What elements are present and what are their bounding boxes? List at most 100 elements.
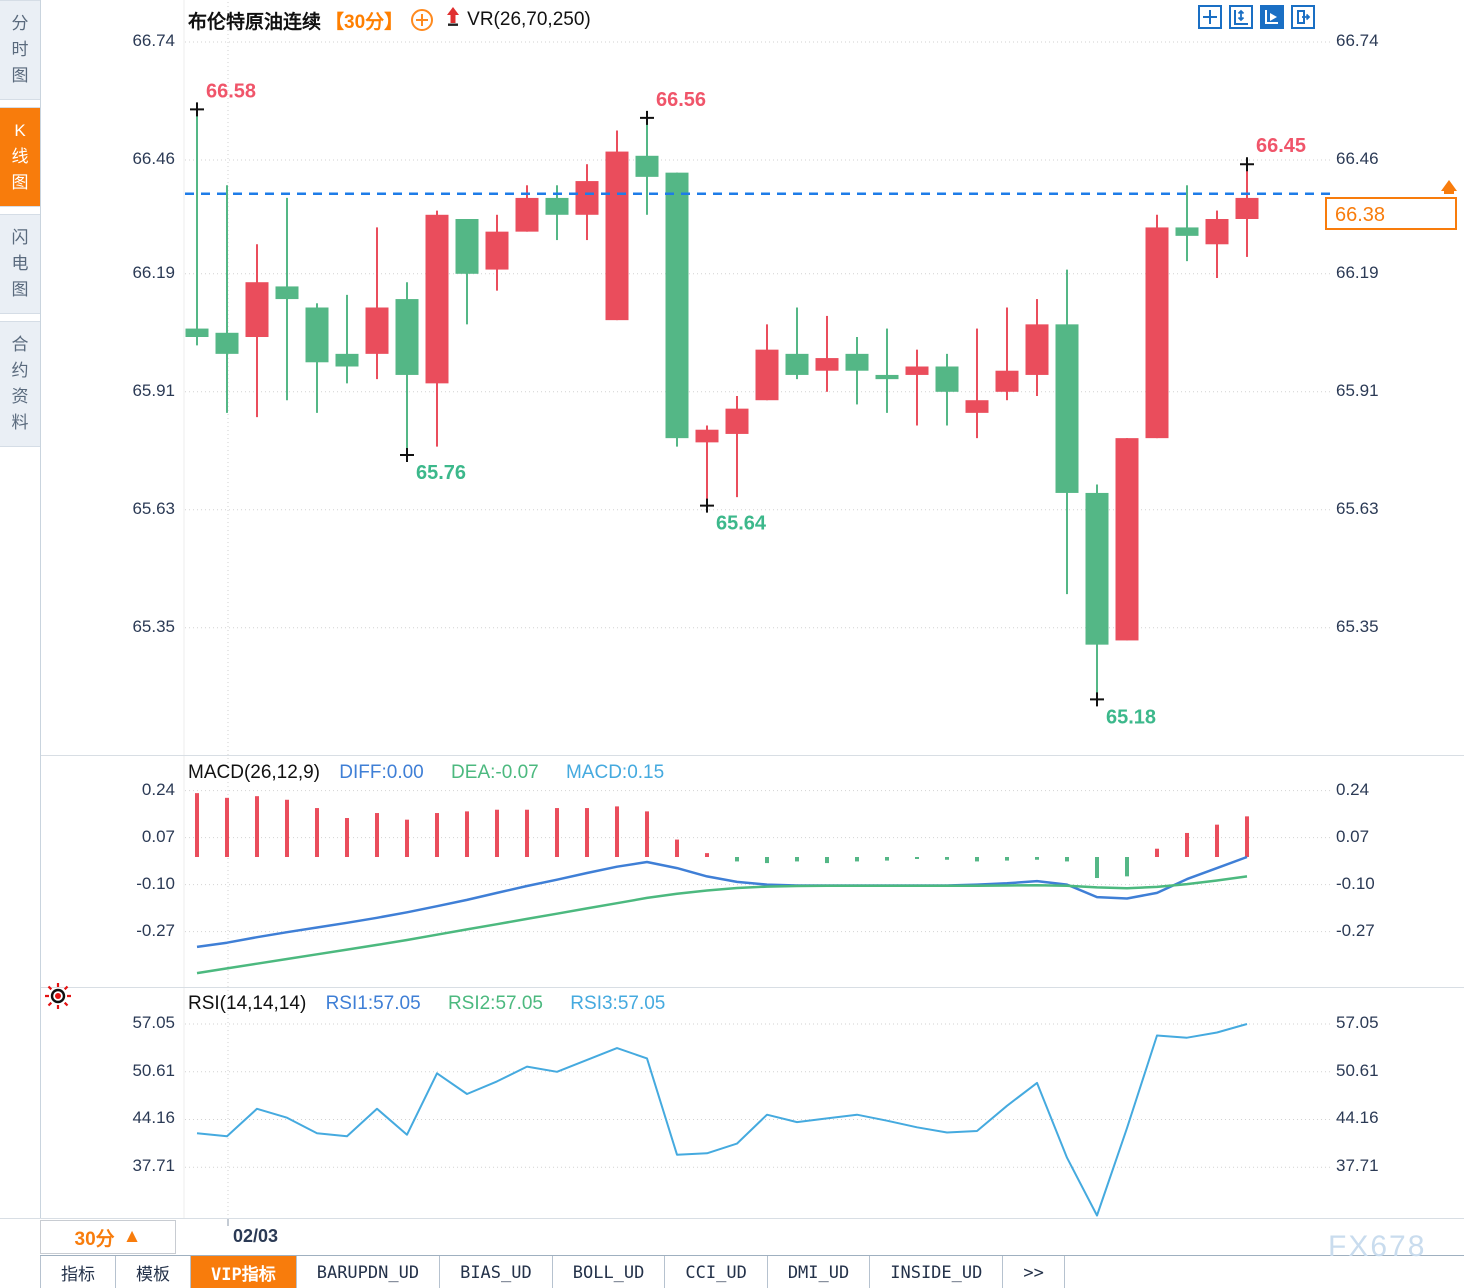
candle-body[interactable] <box>575 181 599 215</box>
rsi-title[interactable]: RSI(14,14,14) <box>188 993 307 1014</box>
axis-label: 66.74 <box>1336 31 1379 50</box>
low-price-annotation: 65.76 <box>416 462 466 484</box>
macd-histogram-bar <box>975 857 979 862</box>
fit-vertical-axis-icon[interactable] <box>1229 5 1253 29</box>
axis-label: 65.63 <box>132 498 175 518</box>
macd-histogram-bar <box>825 857 829 864</box>
candle-body[interactable] <box>1205 219 1229 245</box>
tab-模板[interactable]: 模板 <box>116 1256 191 1288</box>
macd-histogram-bar <box>345 818 349 857</box>
exit-right-icon[interactable] <box>1291 5 1315 29</box>
candle-body[interactable] <box>515 197 539 232</box>
candle-body[interactable] <box>485 231 509 270</box>
axis-label: 0.24 <box>1336 779 1370 799</box>
sidebar-item-2[interactable]: 闪电图 <box>0 214 40 314</box>
sidebar-item-0[interactable]: 分时图 <box>0 0 40 100</box>
axis-label: 50.61 <box>1336 1060 1379 1080</box>
candle-body[interactable] <box>335 353 359 367</box>
candle-body[interactable] <box>1115 438 1139 641</box>
macd-histogram-bar <box>195 793 199 857</box>
candle-body[interactable] <box>695 429 719 443</box>
tab-cci-ud[interactable]: CCI_UD <box>665 1256 768 1288</box>
high-price-annotation: 66.45 <box>1256 135 1306 157</box>
move-crosshair-icon[interactable] <box>1198 5 1222 29</box>
macd-histogram-bar <box>1245 816 1249 857</box>
current-price-tag[interactable]: 66.38 <box>1325 197 1457 230</box>
candle-body[interactable] <box>785 353 809 375</box>
tab-inside-ud[interactable]: INSIDE_UD <box>870 1256 1004 1288</box>
macd-histogram-bar <box>615 806 619 857</box>
indicator-settings-sun-icon[interactable] <box>44 982 72 1015</box>
candle-body[interactable] <box>185 328 209 338</box>
auto-scale-play-icon[interactable] <box>1260 5 1284 29</box>
macd-histogram-bar <box>1155 848 1159 857</box>
tab-dmi-ud[interactable]: DMI_UD <box>768 1256 871 1288</box>
candle-body[interactable] <box>635 155 659 177</box>
axis-label: 65.63 <box>1336 498 1379 518</box>
high-price-annotation: 66.58 <box>206 80 256 102</box>
candle-body[interactable] <box>1175 227 1199 236</box>
candle-body[interactable] <box>725 408 749 434</box>
axis-label: 66.19 <box>1336 262 1379 282</box>
candle-body[interactable] <box>905 366 929 375</box>
extreme-cross-marker <box>1240 157 1254 172</box>
candle-body[interactable] <box>995 370 1019 392</box>
candle-body[interactable] <box>455 219 479 274</box>
macd-histogram-bar <box>795 857 799 862</box>
chart-header: 布伦特原油连续 【30分】 VR(26,70,250) <box>188 7 591 33</box>
indicator-tabbar: 指标 模板 VIP指标 BARUPDN_UD BIAS_UD BOLL_UD CCI_UD D… <box>40 1255 1464 1288</box>
candle-body[interactable] <box>605 151 629 321</box>
candle-body[interactable] <box>845 353 869 371</box>
candle-body[interactable] <box>425 214 449 384</box>
candle-body[interactable] <box>365 307 389 354</box>
candle-body[interactable] <box>755 349 779 401</box>
macd-histogram-bar <box>885 857 889 861</box>
tab-vip指标[interactable]: VIP指标 <box>191 1256 297 1288</box>
axis-label: 37.71 <box>1336 1156 1379 1176</box>
tab--[interactable]: >> <box>1003 1256 1065 1288</box>
macd-diff-value: DIFF:0.00 <box>339 762 424 783</box>
macd-title[interactable]: MACD(26,12,9) <box>188 762 320 783</box>
tab-指标[interactable]: 指标 <box>40 1256 116 1288</box>
axis-label: 0.07 <box>141 826 175 846</box>
macd-histogram-bar <box>315 808 319 857</box>
interval-label[interactable]: 【30分】 <box>325 11 404 33</box>
candle-body[interactable] <box>665 172 689 439</box>
macd-histogram-bar <box>675 839 679 857</box>
candle-body[interactable] <box>305 307 329 363</box>
candle-body[interactable] <box>875 374 899 380</box>
candle-body[interactable] <box>215 332 239 354</box>
circle-plus-icon[interactable] <box>411 9 434 31</box>
candle-body[interactable] <box>1025 324 1049 375</box>
vr-indicator-label[interactable]: VR(26,70,250) <box>467 9 591 30</box>
tab-boll-ud[interactable]: BOLL_UD <box>553 1256 666 1288</box>
candle-body[interactable] <box>965 400 989 413</box>
axis-label: 57.05 <box>132 1013 175 1032</box>
candle-body[interactable] <box>1055 324 1079 493</box>
macd-histogram-bar <box>495 809 499 857</box>
candle-body[interactable] <box>1085 492 1109 645</box>
rsi-line <box>196 1023 1248 1217</box>
x-axis-date-label: 02/03 <box>233 1226 279 1246</box>
fx678-watermark: FX678 <box>1328 1230 1427 1263</box>
macd-histogram-bar <box>1005 857 1009 861</box>
candle-body[interactable] <box>395 299 419 375</box>
candle-body[interactable] <box>1235 197 1259 220</box>
candle-body[interactable] <box>545 197 569 215</box>
candle-body[interactable] <box>245 282 269 338</box>
interval-selector[interactable]: 30分 ▲ <box>40 1220 176 1254</box>
candle-body[interactable] <box>815 358 839 371</box>
candle-body[interactable] <box>1145 227 1169 439</box>
candle-body[interactable] <box>935 366 959 392</box>
axis-label: 65.35 <box>132 616 175 636</box>
sidebar-item-3[interactable]: 合约资料 <box>0 321 40 447</box>
candle-body[interactable] <box>275 286 299 300</box>
tab-barupdn-ud[interactable]: BARUPDN_UD <box>297 1256 441 1288</box>
panel-divider <box>0 987 1464 988</box>
tab-bias-ud[interactable]: BIAS_UD <box>440 1256 553 1288</box>
axis-label: 50.61 <box>132 1060 175 1080</box>
